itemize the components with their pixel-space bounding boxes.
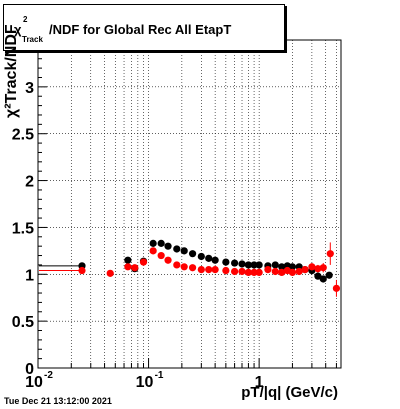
data-point	[325, 271, 333, 279]
data-point	[106, 269, 114, 277]
data-point	[288, 263, 297, 271]
data-point	[164, 242, 172, 250]
data-point	[250, 268, 258, 277]
data-point	[231, 259, 239, 267]
data-point	[278, 263, 286, 271]
data-point	[314, 272, 322, 280]
data-point	[211, 266, 219, 274]
data-point	[319, 275, 327, 283]
y-tick-label: 1.5	[12, 220, 34, 237]
data-point	[222, 266, 230, 275]
x-tick-label-exponent: -1	[155, 370, 164, 381]
data-point	[124, 263, 132, 271]
data-point	[124, 256, 132, 264]
data-point	[222, 258, 230, 266]
data-point	[308, 263, 316, 271]
data-point	[301, 266, 309, 274]
data-point	[173, 245, 181, 253]
data-point	[164, 256, 172, 264]
data-point	[326, 250, 334, 258]
y-tick-label: 3	[25, 80, 34, 97]
chart-title: /NDF for Global Rec All EtapT	[49, 22, 232, 37]
y-axis-label: χ²Track/NDF	[3, 24, 20, 118]
data-point	[332, 284, 341, 292]
timestamp: Tue Dec 21 13:12:00 2021	[4, 396, 112, 406]
data-point	[211, 256, 219, 264]
x-tick-label: 1	[255, 374, 264, 391]
data-point	[188, 250, 197, 258]
data-point	[157, 239, 165, 247]
data-point	[238, 267, 246, 276]
data-point	[180, 247, 188, 255]
data-point	[131, 264, 139, 272]
data-point	[157, 251, 165, 260]
data-point	[205, 266, 213, 274]
data-point	[149, 247, 157, 255]
data-point	[271, 261, 279, 269]
title-chi-sub: Track	[22, 35, 43, 44]
x-axis-label: pT/|q| (GeV/c)	[241, 384, 338, 401]
title-chi-sup: 2	[23, 15, 28, 24]
data-point	[288, 268, 297, 277]
data-point	[295, 267, 303, 276]
chart-title-box: χ 2 Track /NDF for Global Rec All EtapT	[3, 4, 285, 51]
y-tick-label: 2	[25, 174, 34, 191]
data-point	[231, 267, 239, 276]
x-tick-label-exponent: -2	[44, 370, 53, 381]
x-tick-label: 10	[25, 374, 43, 391]
data-point	[250, 261, 258, 269]
data-point	[205, 254, 213, 262]
data-point	[255, 268, 263, 277]
data-point	[149, 239, 157, 247]
data-point	[255, 261, 263, 269]
x-tick-label: 10	[136, 374, 154, 391]
data-point	[319, 264, 327, 272]
data-point	[188, 264, 197, 272]
data-point	[278, 268, 286, 277]
data-point	[271, 267, 279, 276]
data-point	[264, 266, 272, 274]
data-point	[139, 258, 148, 266]
data-point	[197, 252, 205, 261]
y-tick-label: 2.5	[12, 127, 34, 144]
data-point	[180, 263, 188, 271]
data-point	[244, 268, 253, 277]
data-point	[238, 260, 246, 268]
y-tick-label: 1	[25, 267, 34, 284]
data-point	[78, 266, 86, 275]
y-tick-label: 0.5	[12, 314, 34, 331]
data-point	[197, 266, 205, 274]
data-point	[173, 261, 181, 269]
plot-frame	[37, 39, 342, 369]
data-point	[244, 261, 253, 269]
y-tick-label: 0	[25, 361, 34, 378]
title-chi-symbol: χ	[14, 22, 22, 37]
data-point	[314, 265, 322, 273]
